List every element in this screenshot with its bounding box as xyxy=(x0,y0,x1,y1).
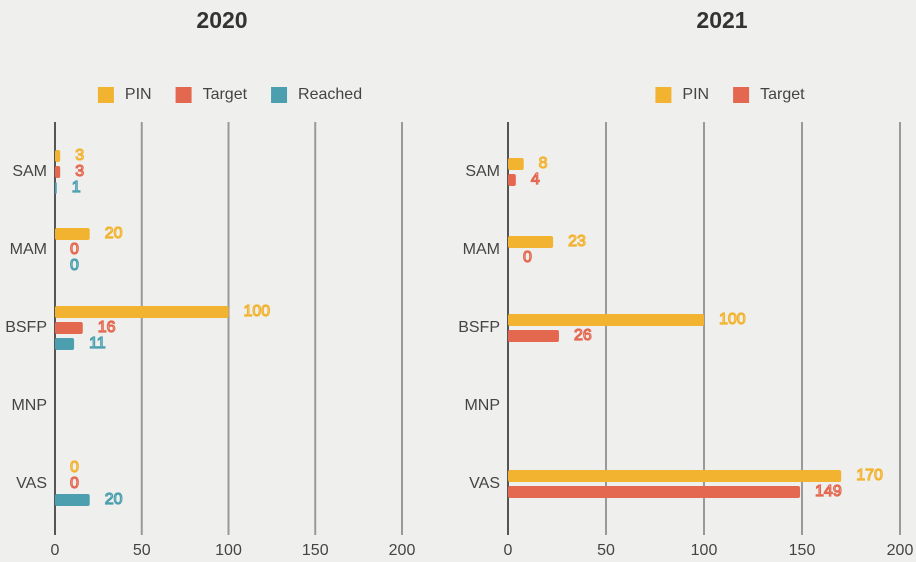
data-label: 11 xyxy=(89,335,106,352)
y-tick-label: SAM xyxy=(465,163,500,180)
bar xyxy=(508,486,801,498)
data-label: 149 xyxy=(815,483,842,500)
chart-title: 2020 xyxy=(196,7,247,33)
bar xyxy=(55,338,75,350)
x-tick-label: 50 xyxy=(597,542,615,559)
bar xyxy=(55,306,229,318)
data-label: 0 xyxy=(70,241,79,258)
y-tick-label: MNP xyxy=(11,397,47,414)
legend-swatch xyxy=(271,87,288,103)
y-tick-label: MNP xyxy=(464,397,500,414)
legend-swatch xyxy=(175,87,192,103)
bar xyxy=(55,182,57,194)
chart-title: 2021 xyxy=(696,7,747,33)
data-label: 20 xyxy=(105,491,123,508)
y-tick-label: BSFP xyxy=(458,319,500,336)
data-label: 100 xyxy=(244,303,271,320)
y-tick-label: MAM xyxy=(463,241,500,258)
bar xyxy=(508,174,516,186)
y-tick-label: VAS xyxy=(16,475,47,492)
y-tick-label: VAS xyxy=(469,475,500,492)
y-tick-label: BSFP xyxy=(5,319,47,336)
data-label: 20 xyxy=(105,225,123,242)
data-label: 0 xyxy=(70,257,79,274)
x-tick-label: 0 xyxy=(51,542,60,559)
data-label: 0 xyxy=(523,249,532,266)
bar xyxy=(508,236,554,248)
bar xyxy=(55,494,90,506)
legend-swatch xyxy=(655,87,672,103)
bar xyxy=(55,150,61,162)
bar xyxy=(55,166,61,178)
x-tick-label: 50 xyxy=(133,542,151,559)
legend-label: PIN xyxy=(682,86,709,103)
bar xyxy=(55,322,83,334)
bar xyxy=(508,330,559,342)
x-tick-label: 0 xyxy=(504,542,513,559)
legend-label: PIN xyxy=(125,86,152,103)
x-tick-label: 150 xyxy=(789,542,816,559)
legend-swatch xyxy=(733,87,750,103)
x-tick-label: 200 xyxy=(389,542,416,559)
data-label: 16 xyxy=(98,319,116,336)
bar xyxy=(508,470,842,482)
x-tick-label: 100 xyxy=(691,542,718,559)
y-tick-label: MAM xyxy=(10,241,47,258)
data-label: 26 xyxy=(574,327,592,344)
legend-label: Target xyxy=(760,86,805,103)
data-label: 0 xyxy=(70,459,79,476)
bar xyxy=(508,158,524,170)
bar xyxy=(508,314,704,326)
data-label: 8 xyxy=(539,155,548,172)
y-tick-label: SAM xyxy=(12,163,47,180)
legend-label: Target xyxy=(203,86,248,103)
legend-label: Reached xyxy=(298,86,362,103)
data-label: 3 xyxy=(75,147,84,164)
data-label: 100 xyxy=(719,311,746,328)
x-tick-label: 150 xyxy=(302,542,329,559)
data-label: 1 xyxy=(72,179,81,196)
data-label: 4 xyxy=(531,171,540,188)
data-label: 170 xyxy=(856,467,883,484)
data-label: 23 xyxy=(568,233,586,250)
legend-swatch xyxy=(97,87,114,103)
x-tick-label: 100 xyxy=(215,542,242,559)
x-tick-label: 200 xyxy=(887,542,914,559)
data-label: 0 xyxy=(70,475,79,492)
bar xyxy=(55,228,90,240)
data-label: 3 xyxy=(75,163,84,180)
